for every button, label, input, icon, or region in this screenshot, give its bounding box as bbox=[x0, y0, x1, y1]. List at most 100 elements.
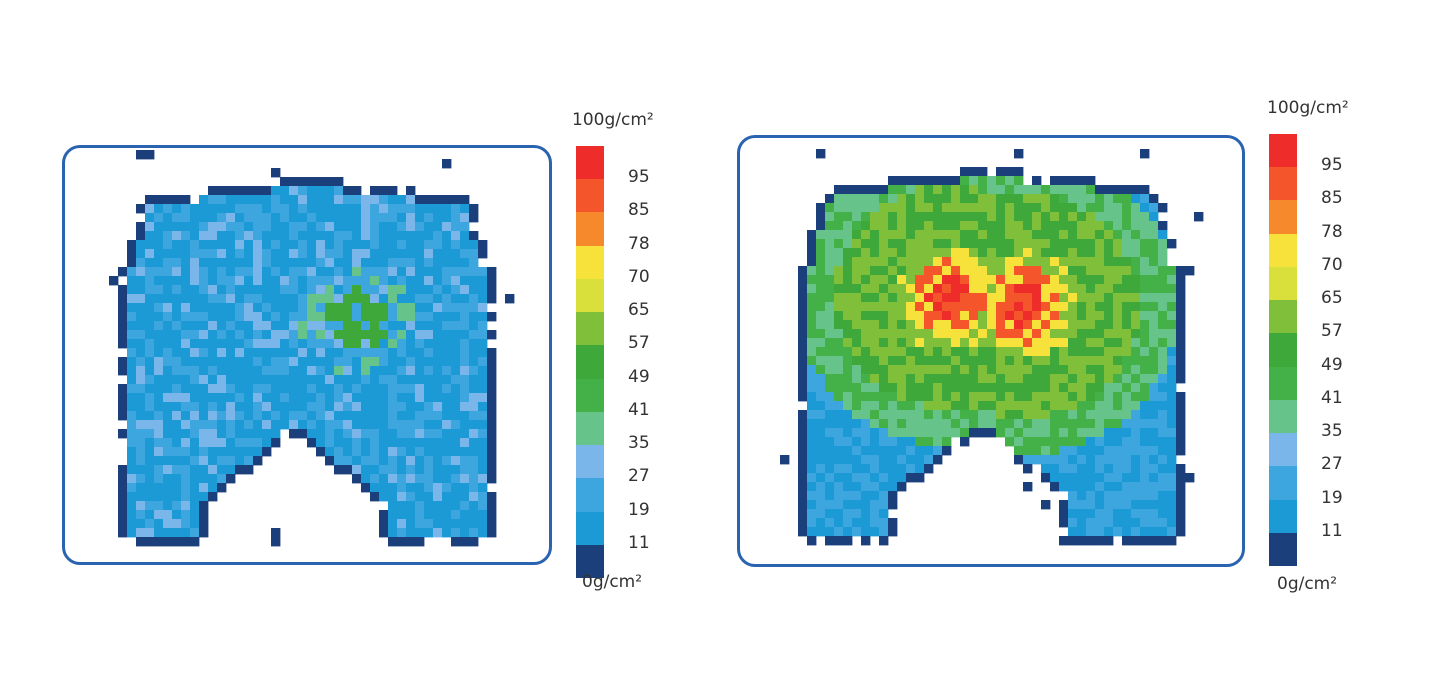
pressure-cell bbox=[280, 213, 290, 223]
pressure-cell bbox=[1023, 428, 1033, 438]
pressure-cell bbox=[190, 483, 200, 493]
pressure-cell bbox=[271, 339, 281, 349]
pressure-cell bbox=[370, 186, 380, 196]
pressure-cell bbox=[960, 248, 970, 258]
pressure-cell bbox=[1059, 509, 1069, 519]
pressure-cell bbox=[478, 240, 488, 250]
pressure-cell bbox=[352, 429, 362, 439]
pressure-cell bbox=[1122, 275, 1132, 285]
pressure-cell bbox=[226, 393, 236, 403]
pressure-cell bbox=[1059, 464, 1069, 474]
pressure-cell bbox=[181, 474, 191, 484]
pressure-cell bbox=[1167, 275, 1177, 285]
pressure-cell bbox=[870, 401, 880, 411]
pressure-cell bbox=[888, 293, 898, 303]
pressure-cell bbox=[172, 348, 182, 358]
pressure-cell bbox=[388, 276, 398, 286]
pressure-cell bbox=[433, 510, 443, 520]
pressure-cell bbox=[424, 429, 434, 439]
pressure-cell bbox=[942, 185, 952, 195]
pressure-cell bbox=[834, 527, 844, 537]
pressure-cell bbox=[807, 518, 817, 528]
pressure-cell bbox=[915, 203, 925, 213]
pressure-cell bbox=[199, 366, 209, 376]
legend-tick-label: 41 bbox=[1321, 387, 1343, 408]
pressure-cell bbox=[951, 275, 961, 285]
pressure-cell bbox=[262, 366, 272, 376]
pressure-cell bbox=[433, 528, 443, 538]
pressure-cell bbox=[852, 518, 862, 528]
pressure-cell bbox=[1113, 221, 1123, 231]
pressure-cell bbox=[190, 213, 200, 223]
pressure-cell bbox=[1077, 401, 1087, 411]
pressure-cell bbox=[960, 320, 970, 330]
pressure-cell bbox=[1068, 482, 1078, 492]
pressure-cell bbox=[852, 365, 862, 375]
pressure-cell bbox=[1095, 410, 1105, 420]
pressure-cell bbox=[235, 222, 245, 232]
pressure-cell bbox=[897, 464, 907, 474]
pressure-cell bbox=[181, 240, 191, 250]
pressure-cell bbox=[190, 312, 200, 322]
pressure-cell bbox=[352, 375, 362, 385]
pressure-cell bbox=[825, 509, 835, 519]
pressure-cell bbox=[987, 185, 997, 195]
pressure-cell bbox=[1095, 257, 1105, 267]
pressure-cell bbox=[289, 267, 299, 277]
pressure-cell bbox=[870, 383, 880, 393]
pressure-cell bbox=[334, 393, 344, 403]
pressure-cell bbox=[190, 429, 200, 439]
pressure-cell bbox=[870, 275, 880, 285]
pressure-cell bbox=[861, 365, 871, 375]
pressure-cell bbox=[325, 213, 335, 223]
pressure-cell bbox=[1041, 356, 1051, 366]
pressure-cell bbox=[1023, 419, 1033, 429]
pressure-cell bbox=[1041, 473, 1051, 483]
pressure-cell bbox=[343, 267, 353, 277]
pressure-cell bbox=[478, 510, 488, 520]
pressure-cell bbox=[163, 393, 173, 403]
pressure-cell bbox=[933, 257, 943, 267]
pressure-cell bbox=[1095, 347, 1105, 357]
pressure-cell bbox=[888, 302, 898, 312]
pressure-cell bbox=[933, 437, 943, 447]
pressure-cell bbox=[807, 482, 817, 492]
pressure-cell bbox=[136, 411, 146, 421]
pressure-cell bbox=[433, 213, 443, 223]
pressure-cell bbox=[289, 411, 299, 421]
pressure-cell bbox=[361, 483, 371, 493]
pressure-cell bbox=[1149, 302, 1159, 312]
pressure-cell bbox=[370, 276, 380, 286]
pressure-cell bbox=[1077, 491, 1087, 501]
pressure-cell bbox=[361, 393, 371, 403]
pressure-cell bbox=[1032, 302, 1042, 312]
pressure-cell bbox=[145, 195, 155, 205]
pressure-cell bbox=[1014, 455, 1024, 465]
pressure-cell bbox=[271, 357, 281, 367]
pressure-cell bbox=[316, 213, 326, 223]
pressure-cell bbox=[190, 366, 200, 376]
pressure-cell bbox=[343, 456, 353, 466]
pressure-cell bbox=[825, 437, 835, 447]
pressure-cell bbox=[1014, 410, 1024, 420]
pressure-cell bbox=[343, 249, 353, 259]
pressure-cell bbox=[217, 204, 227, 214]
pressure-cell bbox=[825, 311, 835, 321]
pressure-cell bbox=[1095, 248, 1105, 258]
pressure-cell bbox=[888, 347, 898, 357]
pressure-cell bbox=[1167, 338, 1177, 348]
pressure-cell bbox=[253, 429, 263, 439]
pressure-cell bbox=[1050, 239, 1060, 249]
pressure-cell bbox=[906, 446, 916, 456]
pressure-cell bbox=[1086, 230, 1096, 240]
pressure-cell bbox=[807, 509, 817, 519]
pressure-cell bbox=[397, 222, 407, 232]
pressure-cell bbox=[1068, 518, 1078, 528]
pressure-cell bbox=[816, 320, 826, 330]
pressure-cell bbox=[1014, 212, 1024, 222]
pressure-cell bbox=[469, 501, 479, 511]
pressure-cell bbox=[879, 401, 889, 411]
pressure-cell bbox=[1068, 338, 1078, 348]
pressure-cell bbox=[379, 186, 389, 196]
pressure-cell bbox=[451, 483, 461, 493]
